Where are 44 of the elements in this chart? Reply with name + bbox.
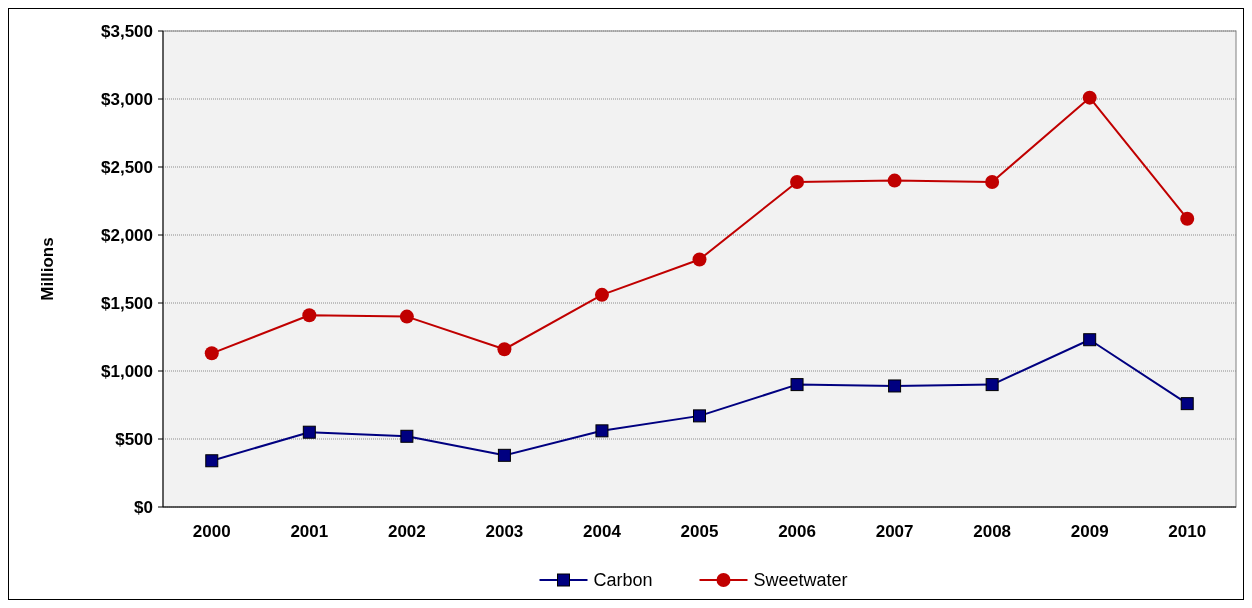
point: [204, 346, 219, 361]
x-tick-label: 2008: [973, 522, 1012, 541]
x-tick-label: 2000: [192, 522, 231, 541]
y-tick-label: $2,000: [101, 225, 153, 245]
x-tick-label: 2002: [387, 522, 426, 541]
x-tick-label: 2010: [1168, 522, 1207, 541]
x-tick-label: 2001: [290, 522, 329, 541]
point: [887, 173, 902, 188]
point: [497, 342, 512, 357]
legend-label: Sweetwater: [753, 570, 848, 591]
point: [400, 429, 414, 443]
x-tick-label: 2005: [680, 522, 719, 541]
point: [790, 378, 804, 392]
point: [790, 174, 805, 189]
point: [692, 252, 707, 267]
y-tick-label: $1,000: [101, 361, 153, 381]
x-tick-label: 2003: [485, 522, 524, 541]
point: [205, 454, 219, 468]
point: [399, 309, 414, 324]
point: [985, 378, 999, 392]
point: [594, 287, 609, 302]
y-tick-label: $500: [115, 429, 153, 449]
x-tick-label: 2007: [875, 522, 914, 541]
point: [888, 379, 902, 393]
y-tick-label: $3,500: [101, 21, 153, 41]
point: [1180, 211, 1195, 226]
point: [693, 409, 706, 423]
x-tick-label: 2009: [1070, 522, 1109, 541]
point: [595, 424, 609, 438]
point: [497, 448, 511, 462]
point: [985, 174, 1000, 189]
point: [1083, 333, 1097, 347]
point: [302, 425, 316, 439]
x-tick-label: 2006: [778, 522, 816, 541]
y-tick-label: $1,500: [101, 293, 153, 313]
point: [302, 308, 317, 323]
legend-label: Carbon: [593, 570, 653, 591]
x-tick-label: 2004: [583, 522, 622, 541]
y-tick-label: $3,000: [101, 89, 153, 109]
y-tick-label: $0: [134, 497, 153, 517]
y-tick-label: $2,500: [101, 157, 153, 177]
point: [1180, 397, 1194, 411]
point: [1082, 90, 1097, 105]
y-axis-title: Millions: [38, 237, 57, 301]
